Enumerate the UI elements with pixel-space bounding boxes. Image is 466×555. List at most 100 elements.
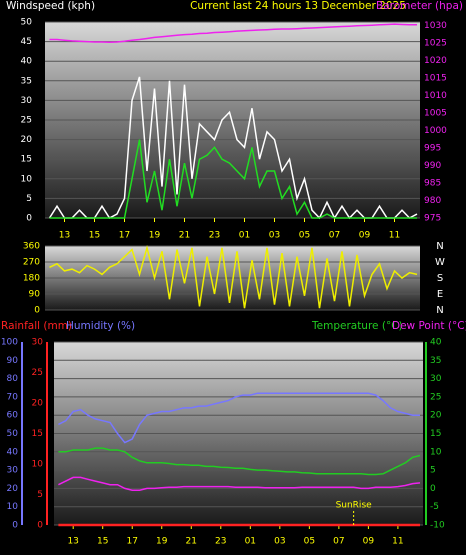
y2-tick-label: 990 xyxy=(424,161,441,171)
y2-tick-label: 975 xyxy=(424,214,441,224)
y2-tick-label: 25 xyxy=(430,392,441,402)
x-tick-label: 17 xyxy=(127,537,138,547)
series-line xyxy=(58,392,420,444)
y2-tick-label: 10 xyxy=(430,447,442,457)
x-tick-label: 23 xyxy=(215,537,226,547)
x-tick-label: 13 xyxy=(67,537,78,547)
barometer-axis-label: Barometer (hpa) xyxy=(376,0,463,12)
x-tick-label: 05 xyxy=(299,231,310,241)
y-tick-label: 50 xyxy=(21,18,33,28)
series-line xyxy=(49,244,418,309)
y2-tick-label: N xyxy=(436,305,443,316)
x-tick-label: 03 xyxy=(274,537,285,547)
y-tick-label: 60 xyxy=(7,411,19,421)
y3-tick-label: 15 xyxy=(32,429,43,439)
y2-tick-label: -5 xyxy=(430,502,439,512)
y-tick-label: 360 xyxy=(23,242,40,252)
y-tick-label: 180 xyxy=(23,274,40,284)
y2-tick-label: W xyxy=(435,257,445,268)
x-tick-label: 23 xyxy=(209,231,220,241)
y2-tick-label: E xyxy=(437,289,443,300)
temperature-header: Temperature (°C) xyxy=(311,320,403,332)
y2-tick-label: 1010 xyxy=(424,91,447,101)
y-tick-label: 90 xyxy=(29,290,41,300)
x-tick-label: 01 xyxy=(245,537,256,547)
chart-title: Current last 24 hours 13 December 2025 xyxy=(190,0,406,12)
y-tick-label: 5 xyxy=(26,194,32,204)
x-tick-label: 15 xyxy=(89,231,100,241)
y-tick-label: 20 xyxy=(21,135,33,145)
x-tick-label: 15 xyxy=(97,537,108,547)
y2-tick-label: 35 xyxy=(430,356,441,366)
y2-tick-label: 985 xyxy=(424,179,441,189)
annotation-text: SunRise xyxy=(336,501,373,511)
x-tick-label: 19 xyxy=(156,537,168,547)
y-tick-label: 100 xyxy=(1,338,18,348)
y-tick-label: 80 xyxy=(7,374,19,384)
y-tick-label: 10 xyxy=(21,174,33,184)
series-line xyxy=(49,139,417,219)
x-tick-label: 05 xyxy=(304,537,315,547)
y-tick-label: 0 xyxy=(12,521,18,531)
y-tick-label: 25 xyxy=(21,116,32,126)
y2-tick-label: 1020 xyxy=(424,56,447,66)
y2-tick-label: 1015 xyxy=(424,74,447,84)
x-tick-label: 11 xyxy=(392,537,403,547)
y2-tick-label: 1005 xyxy=(424,109,447,119)
y2-tick-label: 1025 xyxy=(424,39,447,49)
y2-tick-label: 995 xyxy=(424,144,441,154)
y3-tick-label: 25 xyxy=(32,368,43,378)
y3-tick-label: 0 xyxy=(37,521,43,531)
y-tick-label: 35 xyxy=(21,76,32,86)
y-tick-label: 40 xyxy=(21,57,33,67)
y2-tick-label: 1000 xyxy=(424,126,447,136)
y-tick-label: 50 xyxy=(7,429,19,439)
x-tick-label: 13 xyxy=(59,231,70,241)
y2-tick-label: N xyxy=(436,241,443,252)
y-tick-label: 30 xyxy=(21,96,33,106)
y2-tick-label: 980 xyxy=(424,196,441,206)
y2-tick-label: 40 xyxy=(430,338,442,348)
x-tick-label: 11 xyxy=(389,231,400,241)
y2-tick-label: S xyxy=(437,273,443,284)
y-tick-label: 45 xyxy=(21,37,32,47)
x-tick-label: 09 xyxy=(363,537,375,547)
y2-tick-label: 20 xyxy=(430,411,442,421)
humidity-header: Humidity (%) xyxy=(66,320,135,332)
rain-header: Rainfall (mm) xyxy=(1,320,72,332)
y2-tick-label: 0 xyxy=(430,484,436,494)
y2-tick-label: 5 xyxy=(430,466,436,476)
y-tick-label: 20 xyxy=(7,484,19,494)
wind-axis-label: Windspeed (kph) xyxy=(6,0,95,12)
y3-tick-label: 20 xyxy=(32,399,44,409)
dewpoint-header: Dew Point (°C) xyxy=(392,320,466,332)
series-line xyxy=(58,476,421,491)
y-tick-label: 40 xyxy=(7,447,19,457)
y-tick-label: 270 xyxy=(23,258,40,268)
y2-tick-label: 1030 xyxy=(424,21,447,31)
x-tick-label: 17 xyxy=(119,231,130,241)
x-tick-label: 07 xyxy=(333,537,344,547)
y-tick-label: 0 xyxy=(34,306,40,316)
x-tick-label: 21 xyxy=(186,537,197,547)
y2-tick-label: -10 xyxy=(430,521,445,531)
y-tick-label: 10 xyxy=(7,502,19,512)
x-tick-label: 09 xyxy=(359,231,371,241)
y2-tick-label: 30 xyxy=(430,374,442,384)
x-tick-label: 03 xyxy=(269,231,280,241)
series-line xyxy=(49,23,417,44)
y2-tick-label: 15 xyxy=(430,429,441,439)
y-tick-label: 15 xyxy=(21,155,32,165)
x-tick-label: 01 xyxy=(239,231,250,241)
y3-tick-label: 5 xyxy=(37,490,43,500)
y-tick-label: 30 xyxy=(7,466,19,476)
y-tick-label: 70 xyxy=(7,392,19,402)
series-line xyxy=(58,447,421,476)
y3-tick-label: 10 xyxy=(32,460,44,470)
x-tick-label: 07 xyxy=(329,231,340,241)
y-tick-label: 90 xyxy=(7,356,19,366)
x-tick-label: 21 xyxy=(179,231,190,241)
y3-tick-label: 30 xyxy=(32,338,44,348)
